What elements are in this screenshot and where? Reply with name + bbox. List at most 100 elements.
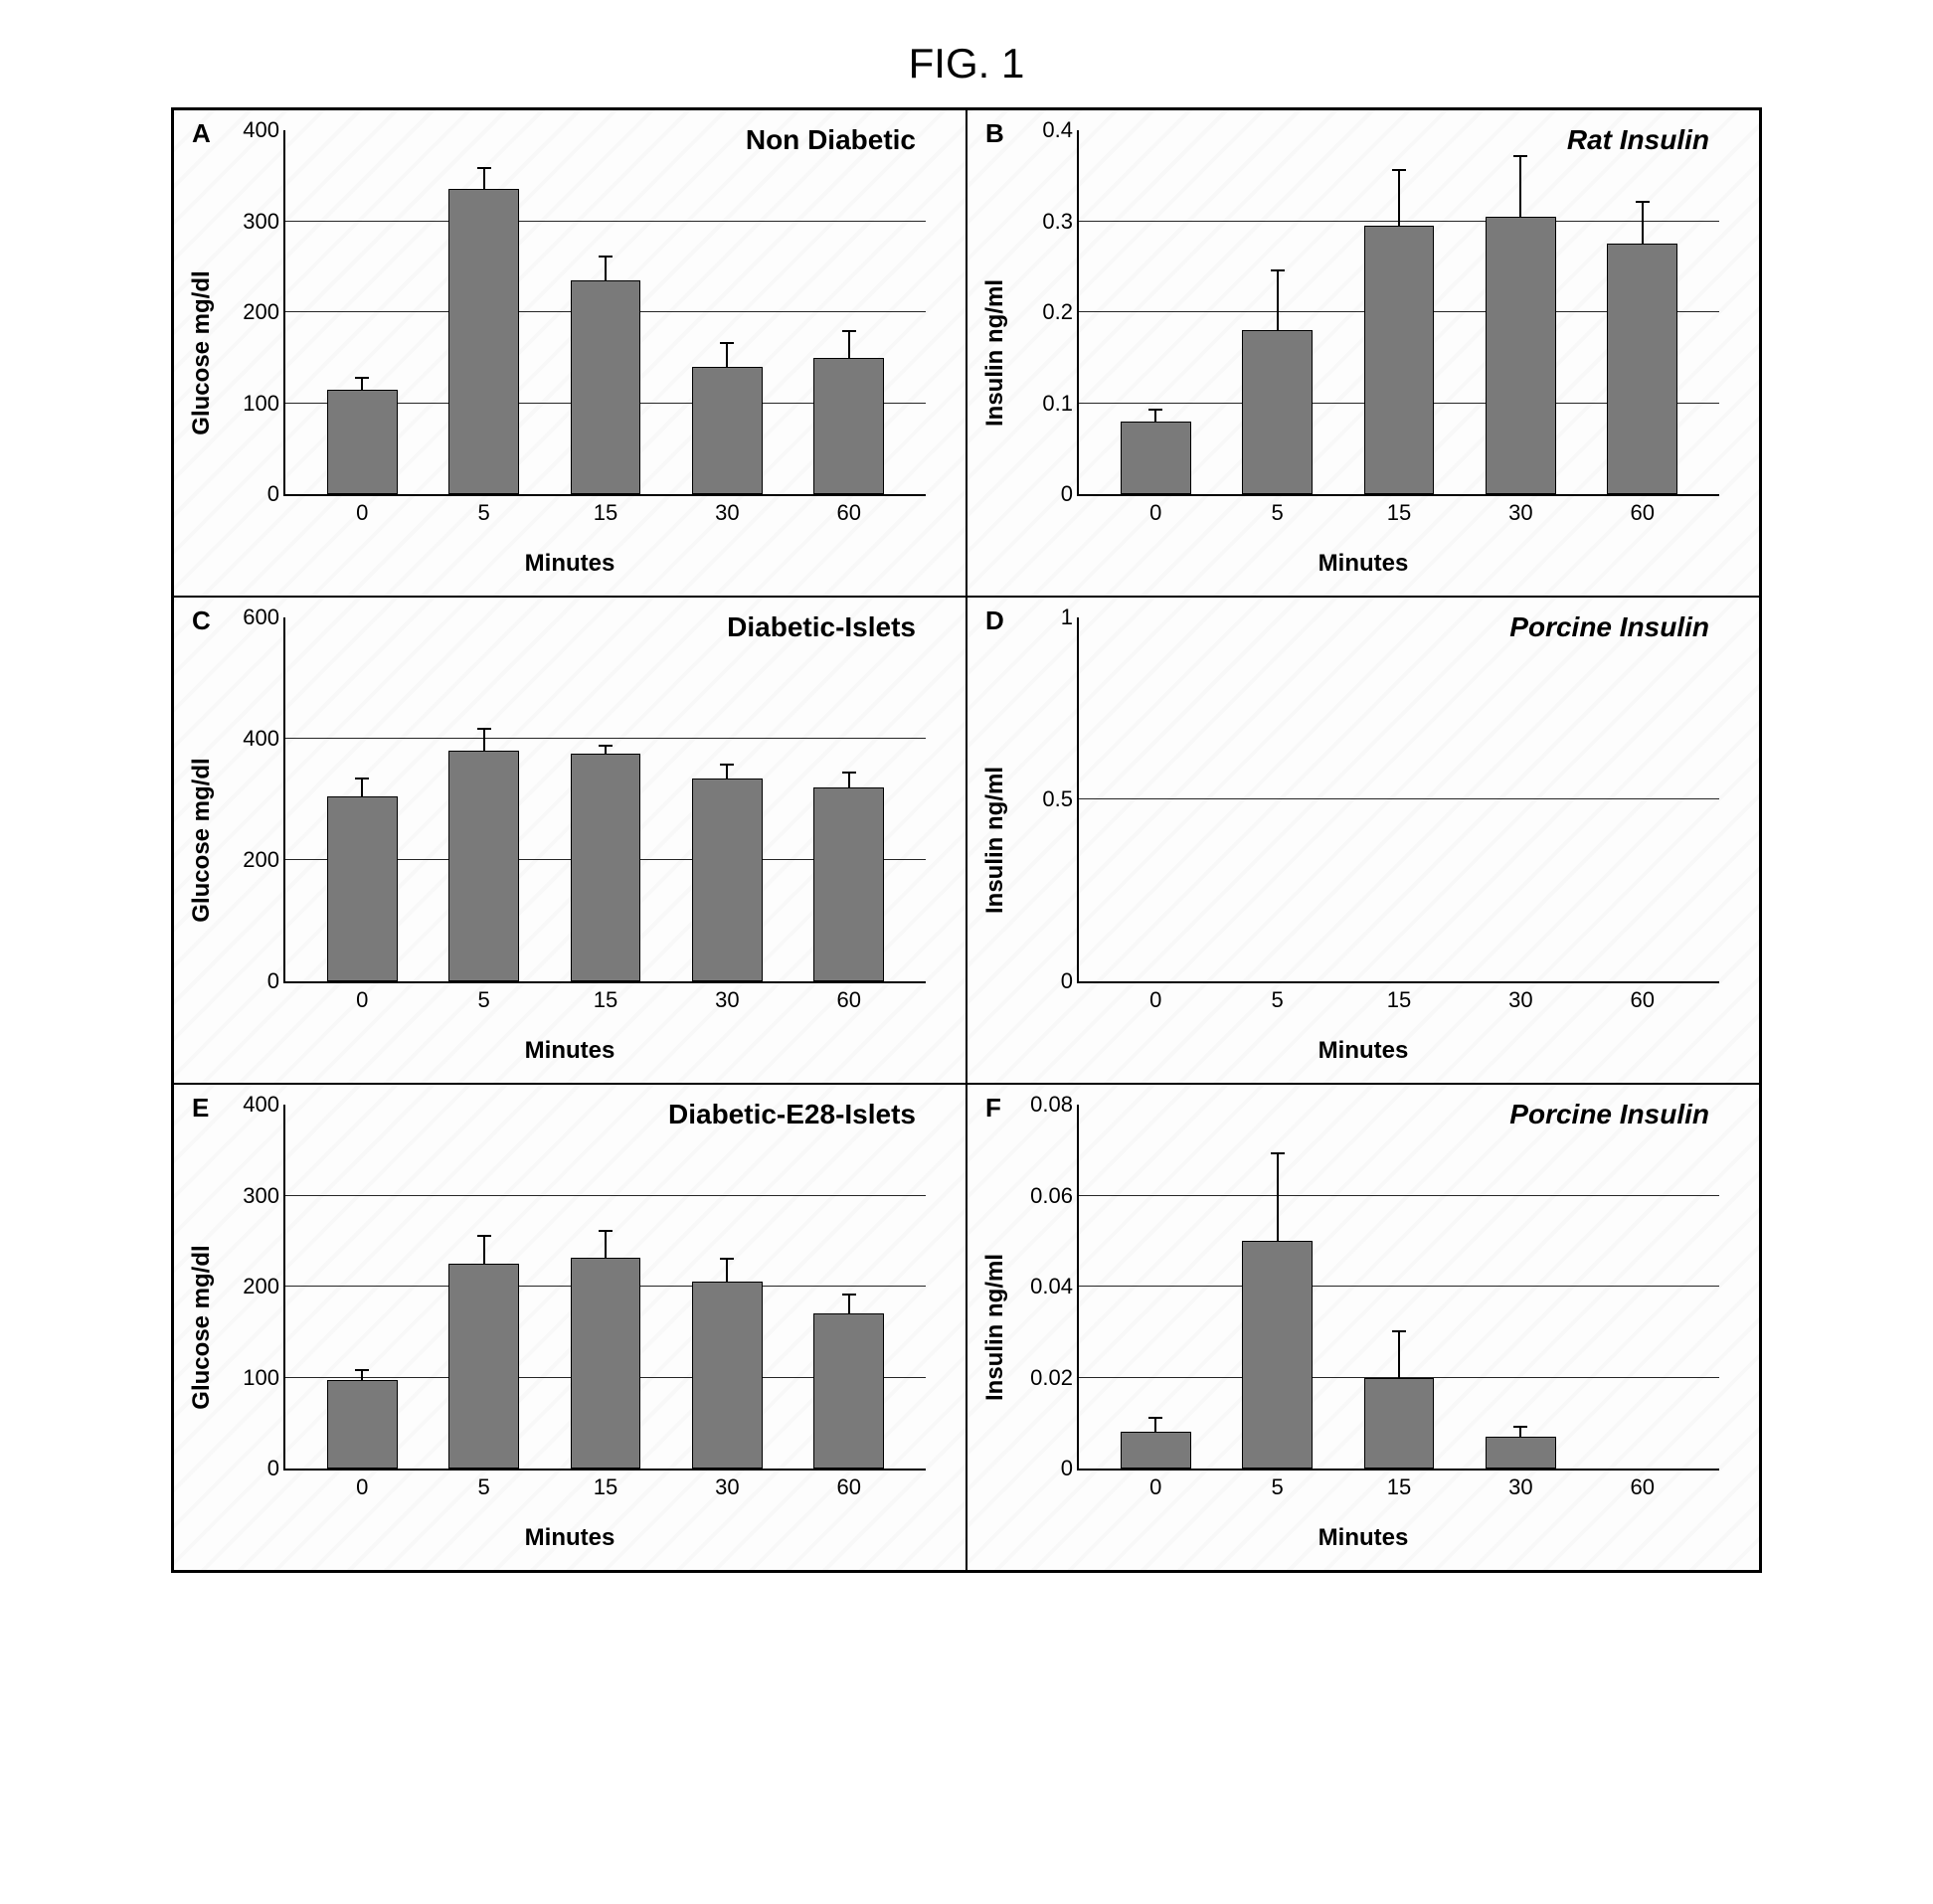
y-tick-label: 0 xyxy=(267,481,279,507)
error-bar xyxy=(605,1232,607,1258)
chart-title: Diabetic-E28-Islets xyxy=(668,1099,916,1130)
x-tick-label: 30 xyxy=(1508,500,1532,526)
y-tick-label: 400 xyxy=(243,1092,279,1118)
x-axis-label: Minutes xyxy=(525,550,615,578)
panel-c: CDiabetic-IsletsGlucose mg/dlMinutes0200… xyxy=(173,597,966,1084)
error-cap xyxy=(1392,169,1406,171)
x-tick-label: 0 xyxy=(1149,987,1161,1013)
y-axis-label: Insulin ng/ml xyxy=(981,767,1009,914)
bar xyxy=(448,189,519,494)
y-axis-label: Glucose mg/dl xyxy=(188,1245,216,1409)
x-tick-label: 60 xyxy=(1630,987,1654,1013)
error-cap xyxy=(477,167,491,169)
error-bar xyxy=(1642,203,1644,244)
x-tick-label: 30 xyxy=(715,1474,739,1500)
x-tick-label: 15 xyxy=(594,500,617,526)
x-tick-label: 30 xyxy=(715,500,739,526)
error-cap xyxy=(1636,201,1650,203)
bar xyxy=(1242,1241,1313,1469)
panel-letter: E xyxy=(192,1093,209,1124)
panel-a: ANon DiabeticGlucose mg/dlMinutes0100200… xyxy=(173,109,966,597)
error-bar xyxy=(848,332,850,358)
error-bar xyxy=(848,1296,850,1313)
panel-letter: D xyxy=(985,606,1004,636)
error-bar xyxy=(483,1237,485,1264)
x-tick-label: 30 xyxy=(1508,987,1532,1013)
bar xyxy=(813,787,884,981)
y-tick-label: 0.4 xyxy=(1042,117,1073,143)
y-tick-label: 400 xyxy=(243,117,279,143)
y-tick-label: 0 xyxy=(1061,481,1073,507)
error-cap xyxy=(355,1369,369,1371)
x-tick-label: 0 xyxy=(356,1474,368,1500)
x-tick-label: 0 xyxy=(1149,1474,1161,1500)
grid-line xyxy=(285,738,926,739)
figure-title: FIG. 1 xyxy=(40,40,1893,87)
error-cap xyxy=(1148,1417,1162,1419)
x-tick-label: 60 xyxy=(1630,500,1654,526)
x-tick-label: 60 xyxy=(836,1474,860,1500)
error-bar xyxy=(361,379,363,390)
x-tick-label: 15 xyxy=(594,1474,617,1500)
error-bar xyxy=(605,258,607,280)
y-tick-label: 0.1 xyxy=(1042,391,1073,417)
error-bar xyxy=(726,1260,728,1283)
error-cap xyxy=(842,330,856,332)
error-bar xyxy=(1519,1428,1521,1437)
y-axis-label: Insulin ng/ml xyxy=(981,279,1009,427)
x-tick-label: 15 xyxy=(1387,1474,1411,1500)
y-tick-label: 600 xyxy=(243,605,279,630)
bar xyxy=(448,751,519,981)
panels-grid: ANon DiabeticGlucose mg/dlMinutes0100200… xyxy=(171,107,1762,1573)
chart-area: 020040060005153060 xyxy=(283,617,926,983)
x-tick-label: 0 xyxy=(356,500,368,526)
x-tick-label: 5 xyxy=(1272,500,1284,526)
x-tick-label: 5 xyxy=(1272,987,1284,1013)
error-cap xyxy=(599,1230,613,1232)
y-tick-label: 0 xyxy=(267,968,279,994)
error-bar xyxy=(483,730,485,751)
error-cap xyxy=(1513,1426,1527,1428)
bar xyxy=(1364,1378,1435,1470)
chart-area: 010020030040005153060 xyxy=(283,1105,926,1471)
x-tick-label: 0 xyxy=(1149,500,1161,526)
error-cap xyxy=(355,377,369,379)
x-tick-label: 5 xyxy=(478,500,490,526)
error-cap xyxy=(1513,155,1527,157)
bar xyxy=(692,367,763,494)
error-cap xyxy=(1271,1152,1285,1154)
x-tick-label: 60 xyxy=(836,987,860,1013)
grid-line xyxy=(1079,1286,1719,1287)
bar xyxy=(1607,244,1677,494)
x-tick-label: 15 xyxy=(1387,500,1411,526)
x-tick-label: 60 xyxy=(836,500,860,526)
y-tick-label: 0.06 xyxy=(1030,1183,1073,1209)
bar xyxy=(327,796,398,981)
y-tick-label: 0 xyxy=(267,1456,279,1481)
error-cap xyxy=(1392,1330,1406,1332)
bar xyxy=(1121,422,1191,494)
error-bar xyxy=(483,169,485,189)
error-bar xyxy=(1398,171,1400,226)
error-cap xyxy=(599,745,613,747)
bar xyxy=(448,1264,519,1469)
error-cap xyxy=(477,728,491,730)
y-tick-label: 100 xyxy=(243,391,279,417)
y-tick-label: 200 xyxy=(243,299,279,325)
bar xyxy=(571,754,641,981)
chart-area: 00.5105153060 xyxy=(1077,617,1719,983)
bar xyxy=(1242,330,1313,494)
grid-line xyxy=(1079,798,1719,799)
chart-title: Rat Insulin xyxy=(1567,124,1709,156)
error-cap xyxy=(599,256,613,258)
error-cap xyxy=(842,1294,856,1296)
error-bar xyxy=(726,766,728,778)
panel-letter: C xyxy=(192,606,211,636)
grid-line xyxy=(285,221,926,222)
bar xyxy=(1364,226,1435,494)
bar xyxy=(813,1313,884,1469)
y-axis-label: Glucose mg/dl xyxy=(188,270,216,434)
y-tick-label: 0.5 xyxy=(1042,786,1073,812)
x-axis-label: Minutes xyxy=(525,1524,615,1552)
panel-d: DPorcine InsulinInsulin ng/mlMinutes00.5… xyxy=(966,597,1760,1084)
